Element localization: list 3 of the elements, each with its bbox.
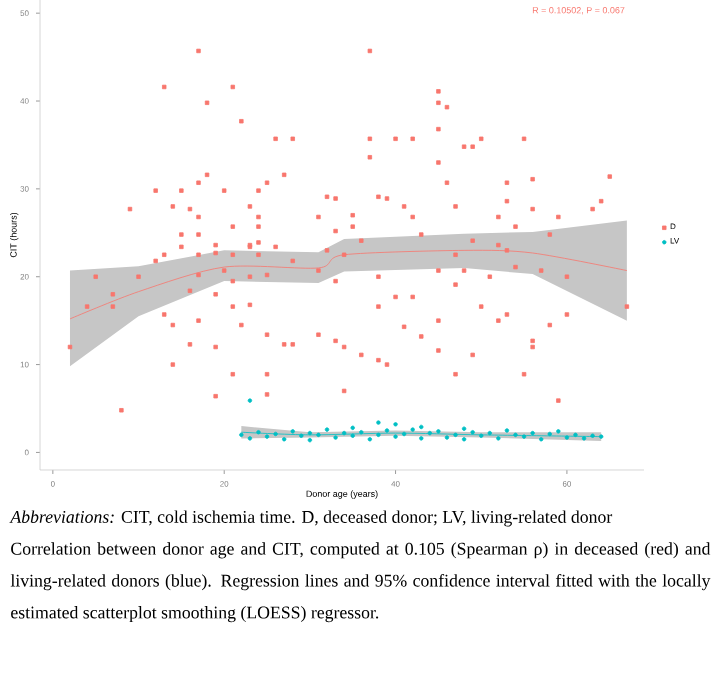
line-series [69,249,628,320]
text: Correlation between donor age and CIT, computed at 0.105 (Spearman ρ) in deceased (red) and living-related donors (blue). Regression lines and 95% confidence interval fitted with the locally estimated scatterplot smoothing (LOESS) regressor. [10,542,711,623]
text: Abbreviations: CIT, cold ischemia time. D, deceased donor; LV, living-related donor [9,510,613,527]
